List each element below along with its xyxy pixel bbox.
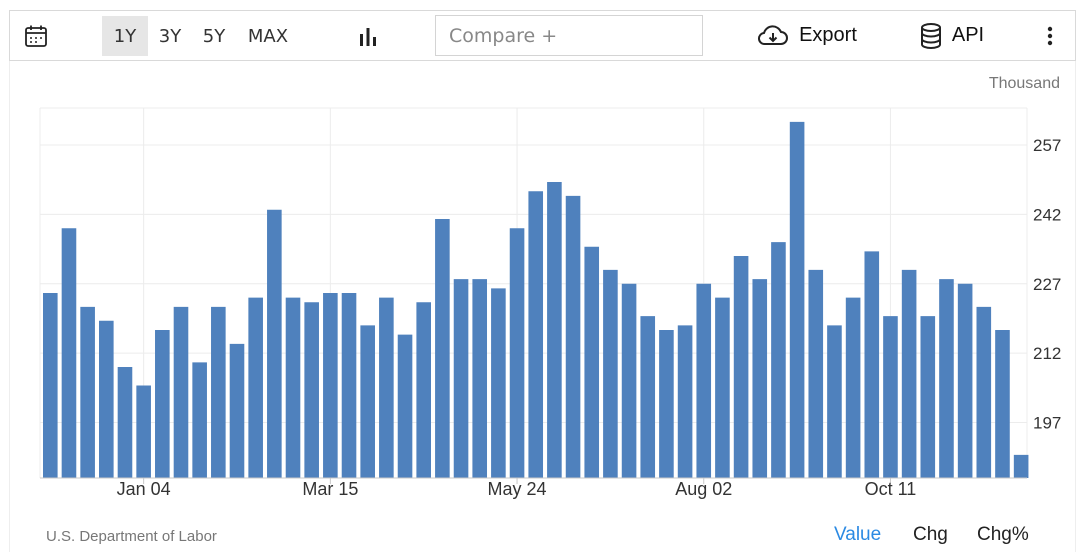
bar[interactable]: [733, 256, 749, 478]
bar[interactable]: [285, 297, 301, 478]
bar[interactable]: [789, 121, 805, 478]
bar[interactable]: [136, 385, 151, 479]
bar[interactable]: [173, 306, 189, 478]
bar[interactable]: [341, 293, 357, 478]
bar[interactable]: [1013, 454, 1029, 478]
range-1y-button[interactable]: 1Y: [102, 16, 148, 56]
y-tick-label: 257: [1033, 136, 1061, 155]
chart-area: [9, 61, 1076, 552]
bar[interactable]: [621, 283, 637, 478]
x-tick-label: Mar 15: [302, 479, 358, 499]
bar[interactable]: [248, 297, 263, 478]
y-tick-label: 242: [1033, 205, 1061, 224]
bar[interactable]: [808, 269, 824, 478]
bar[interactable]: [901, 269, 917, 478]
bar[interactable]: [845, 297, 861, 478]
bar[interactable]: [192, 362, 207, 478]
bar[interactable]: [211, 306, 226, 478]
bar[interactable]: [304, 302, 319, 478]
source-label: U.S. Department of Labor: [46, 528, 217, 545]
bar[interactable]: [416, 302, 431, 478]
bar[interactable]: [80, 306, 95, 478]
bar[interactable]: [61, 228, 77, 478]
bar[interactable]: [995, 330, 1010, 478]
bar[interactable]: [752, 279, 768, 478]
bar[interactable]: [99, 320, 114, 478]
bar[interactable]: [640, 316, 656, 478]
compare-input[interactable]: Compare +: [435, 15, 703, 56]
bar[interactable]: [771, 242, 786, 478]
bar[interactable]: [435, 219, 450, 478]
x-tick-label: Jan 04: [117, 479, 171, 499]
bar[interactable]: [603, 269, 618, 478]
bar[interactable]: [715, 297, 730, 478]
unit-label: Thousand: [988, 75, 1060, 92]
bar[interactable]: [229, 343, 245, 478]
bar[interactable]: [677, 325, 693, 478]
range-3y-button[interactable]: 3Y: [158, 25, 182, 47]
api-button[interactable]: API: [912, 11, 992, 60]
bar[interactable]: [920, 316, 936, 478]
bar[interactable]: [267, 209, 282, 478]
tab-value[interactable]: Value: [834, 524, 882, 545]
bar[interactable]: [491, 288, 506, 478]
bar[interactable]: [976, 306, 992, 478]
bar[interactable]: [547, 182, 562, 478]
range-5y-button[interactable]: 5Y: [202, 25, 226, 47]
bar[interactable]: [864, 251, 880, 478]
y-tick-label: 197: [1033, 414, 1061, 433]
bar[interactable]: [659, 330, 674, 478]
bar[interactable]: [379, 297, 394, 478]
range-max-button[interactable]: MAX: [247, 25, 289, 47]
bar[interactable]: [827, 325, 842, 478]
y-tick-label: 212: [1033, 344, 1061, 363]
api-label: API: [951, 24, 985, 46]
bar-chart-icon[interactable]: [354, 11, 382, 60]
tab-chg[interactable]: Chg: [913, 524, 948, 545]
bar[interactable]: [397, 334, 413, 478]
more-options-icon[interactable]: [1040, 11, 1060, 60]
calendar-icon[interactable]: [22, 11, 50, 60]
bar[interactable]: [117, 367, 133, 478]
export-label: Export: [799, 24, 857, 46]
bar[interactable]: [883, 316, 898, 478]
database-icon: [920, 22, 941, 49]
bar[interactable]: [696, 283, 712, 478]
x-tick-label: May 24: [488, 479, 547, 499]
tab-chg-percent[interactable]: Chg%: [977, 524, 1029, 545]
bar[interactable]: [584, 246, 600, 478]
y-tick-label: 227: [1033, 275, 1061, 294]
bar[interactable]: [323, 293, 338, 478]
x-tick-label: Oct 11: [865, 479, 917, 499]
x-tick-label: Aug 02: [675, 479, 732, 499]
bar[interactable]: [565, 195, 581, 478]
toolbar: 1Y 3Y 5Y MAX Compare + Export API: [9, 10, 1076, 61]
export-button[interactable]: Export: [752, 11, 862, 60]
bar[interactable]: [939, 279, 954, 478]
cloud-download-icon: [758, 24, 789, 45]
bar[interactable]: [453, 279, 469, 478]
bar[interactable]: [360, 325, 375, 478]
bar[interactable]: [957, 283, 973, 478]
bar[interactable]: [43, 293, 58, 478]
bar[interactable]: [155, 330, 170, 478]
bar[interactable]: [509, 228, 525, 478]
bar[interactable]: [528, 191, 544, 478]
bar[interactable]: [472, 279, 488, 478]
